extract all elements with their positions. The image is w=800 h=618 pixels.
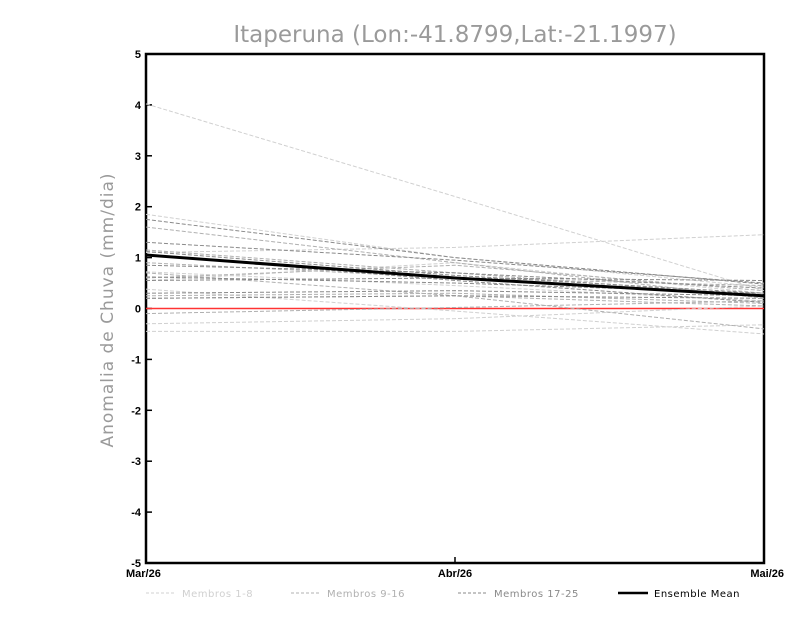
legend-label-1: Membros 1-8: [182, 589, 253, 600]
member-line-3-2: [145, 250, 765, 294]
member-line-2-4: [145, 272, 765, 330]
y-tick-label: 1: [135, 253, 141, 265]
member-line-3-8: [145, 241, 765, 284]
legend-label-3: Membros 17-25: [494, 589, 579, 600]
x-tick-label: Mai/26: [750, 568, 784, 580]
member-line-1-4: [145, 271, 765, 302]
member-line-1-2: [145, 213, 765, 288]
member-line-3-4: [145, 295, 765, 299]
y-tick-label: 2: [135, 202, 141, 214]
legend: Membros 1-8 Membros 9-16 Membros 17-25 Ense…: [146, 589, 740, 600]
y-tick-label: -4: [131, 507, 142, 519]
member-line-3-9: [145, 290, 765, 297]
member-line-2-3: [145, 292, 765, 304]
legend-label-4: Ensemble Mean: [654, 589, 740, 600]
y-tick-label: -5: [131, 558, 141, 570]
member-line-1-5: [145, 288, 765, 335]
y-tick-label: -1: [131, 354, 141, 366]
plot-area: -5 -4 -3 -2 -1 0 1 2 3 4 5 Mar/26 Abr/26 Mai/26: [126, 49, 784, 580]
x-tick-label: Abr/26: [438, 568, 472, 580]
member-line-1-3: [145, 234, 765, 254]
y-tick-label: 5: [135, 49, 141, 61]
member-line-2-2: [145, 264, 765, 292]
member-line-3-7: [145, 276, 765, 294]
x-tick-label: Mar/26: [126, 568, 161, 580]
y-tick-label: 4: [135, 100, 142, 112]
member-line-1-7: [146, 324, 765, 332]
member-line-3-6: [145, 264, 765, 289]
member-line-1-8: [145, 262, 765, 294]
y-tick-label: 0: [135, 304, 141, 316]
y-tick-label: 3: [135, 151, 141, 163]
y-tick-label: -3: [131, 456, 141, 468]
legend-label-2: Membros 9-16: [327, 589, 405, 600]
member-line-1-6: [145, 305, 765, 325]
ensemble-mean-line: [145, 253, 765, 298]
chart-title: Itaperuna (Lon:-41.8799,Lat:-21.1997): [233, 22, 676, 48]
member-line-2-5: [145, 300, 765, 315]
y-tick-label: -2: [131, 405, 141, 417]
member-line-2-1: [145, 226, 765, 299]
member-line-1-1: [145, 103, 765, 292]
y-axis-label: Anomalia de Chuva (mm/dia): [98, 172, 118, 447]
